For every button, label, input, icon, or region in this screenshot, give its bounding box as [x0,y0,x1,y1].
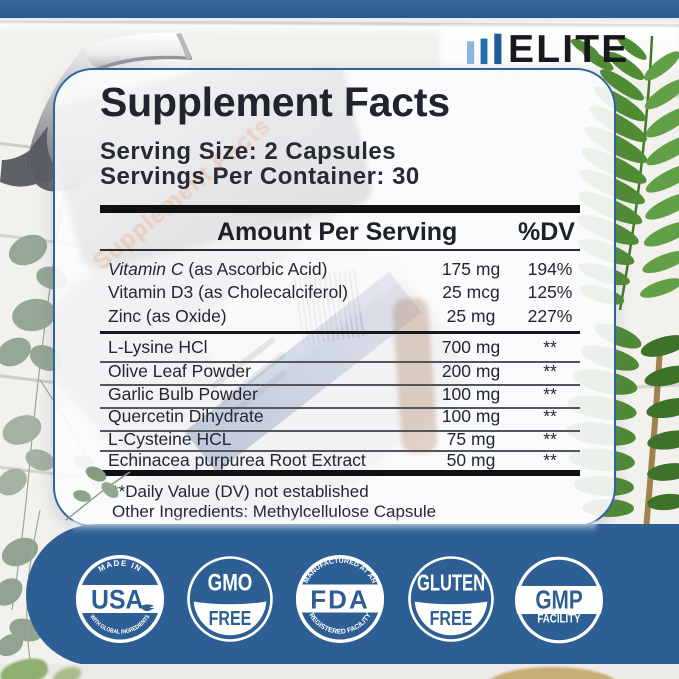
svg-text:FREE: FREE [209,607,252,629]
svg-text:FDA: FDA [310,585,369,615]
svg-text:USA: USA [91,586,144,615]
svg-text:FACILITY: FACILITY [537,613,580,626]
svg-text:FREE: FREE [430,607,473,629]
svg-text:GLUTEN: GLUTEN [417,571,485,596]
svg-text:ELITE: ELITE [508,28,630,71]
svg-text:GMO: GMO [208,569,253,596]
svg-text:GMP: GMP [535,585,582,614]
